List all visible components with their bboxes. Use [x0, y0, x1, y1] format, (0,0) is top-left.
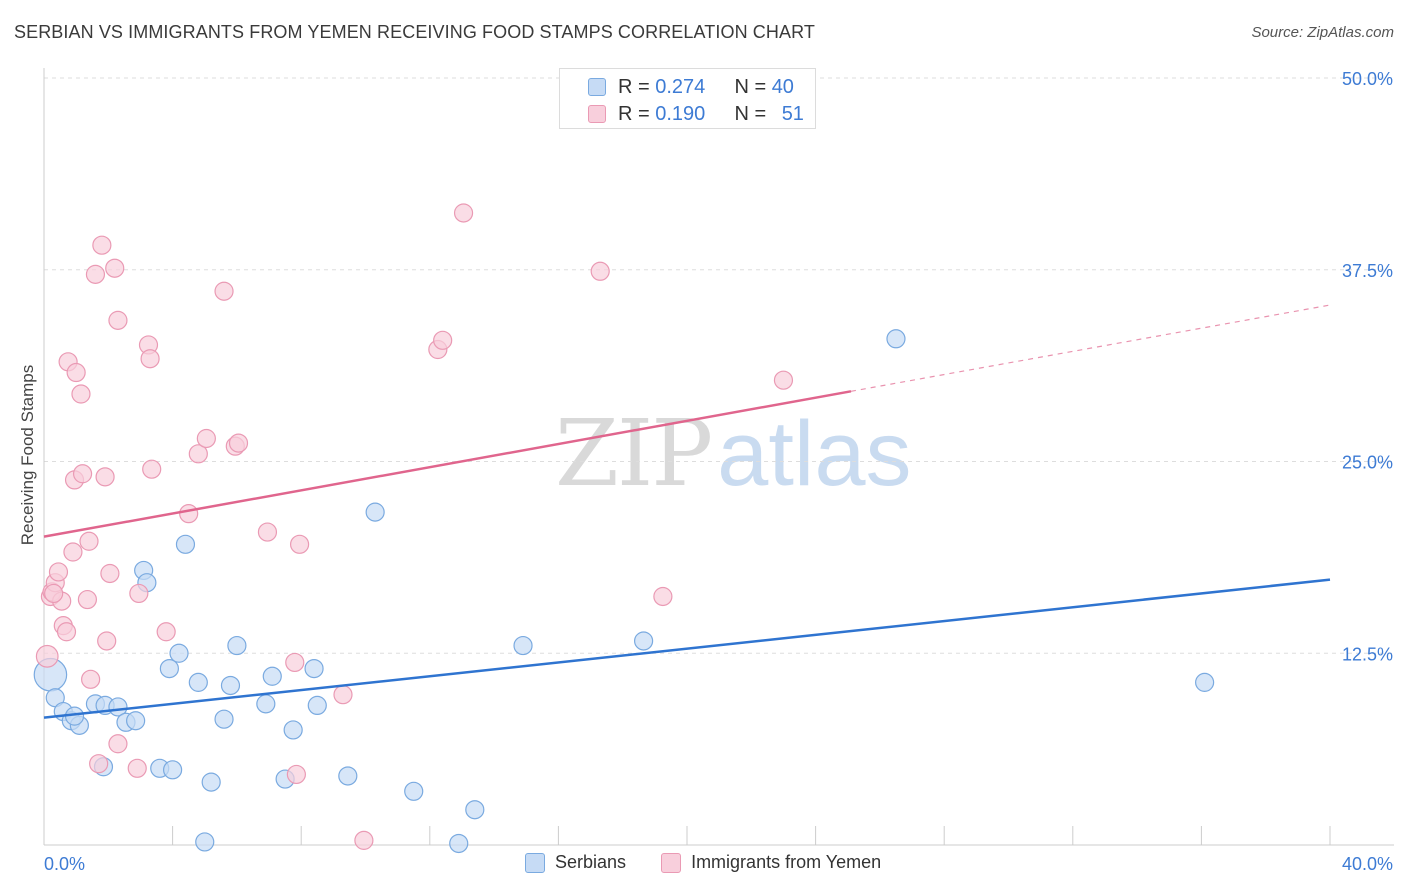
serbian-point	[163, 760, 183, 780]
yemen-point	[79, 531, 99, 551]
serbian-point	[365, 502, 385, 522]
yemen-point	[95, 467, 115, 487]
n-value-yemen: 51	[781, 103, 804, 125]
yemen-point	[333, 685, 353, 705]
watermark: ZIPatlas	[555, 400, 912, 507]
legend-serbians-label: Serbians	[555, 852, 627, 872]
yemen-point	[44, 583, 64, 604]
yemen-point	[81, 669, 101, 689]
r-label: R =	[618, 103, 656, 125]
legend-item-serbians: Serbians	[525, 852, 626, 873]
yemen-point	[63, 542, 83, 562]
yemen-point	[140, 349, 160, 369]
serbian-point	[513, 635, 533, 656]
y-tick-label: 50.0%	[1342, 69, 1393, 89]
serbian-point	[404, 781, 424, 801]
r-label: R =	[618, 76, 656, 98]
series-legend: Serbians Immigrants from Yemen	[525, 852, 911, 873]
serbian-point	[465, 800, 485, 820]
yemen-point	[653, 586, 673, 607]
serbians-legend-swatch	[525, 853, 545, 873]
n-value-serbians: 40	[771, 76, 794, 98]
r-value-yemen: 0.190	[655, 103, 706, 125]
yemen-point	[48, 562, 69, 582]
y-tick-label: 37.5%	[1342, 261, 1393, 281]
yemen-point	[92, 235, 112, 255]
yemen-point	[214, 281, 234, 301]
serbian-trend-line	[43, 578, 1331, 719]
serbian-point	[1195, 672, 1215, 692]
serbian-point	[169, 643, 189, 663]
serbian-point	[283, 720, 303, 740]
yemen-point	[105, 258, 125, 278]
serbian-point	[886, 329, 906, 349]
yemen-point	[72, 464, 93, 484]
yemen-point	[89, 754, 109, 774]
yemen-trend-extension	[850, 304, 1331, 392]
serbian-point	[262, 666, 282, 686]
serbian-point	[307, 695, 327, 716]
yemen-point	[71, 384, 91, 404]
yemen-point	[127, 758, 147, 778]
n-label: N =	[734, 76, 772, 98]
yemen-point	[77, 589, 98, 610]
yemen-point	[289, 534, 310, 554]
yemen-point	[66, 362, 86, 383]
yemen-point	[56, 622, 77, 642]
watermark-zip: ZIP	[555, 400, 713, 507]
yemen-point	[35, 644, 59, 668]
yemen-point	[156, 622, 176, 642]
source-label: Source: ZipAtlas.com	[1251, 24, 1394, 41]
serbian-point	[188, 672, 208, 692]
yemen-point	[196, 428, 216, 449]
yemen-point	[129, 583, 149, 604]
legend-item-yemen: Immigrants from Yemen	[661, 852, 881, 873]
yemen-point	[257, 522, 278, 542]
yemen-point	[354, 830, 374, 850]
serbian-point	[338, 766, 358, 786]
yemen-point	[85, 264, 106, 284]
serbian-point	[220, 675, 241, 696]
serbian-point	[214, 709, 234, 729]
serbian-point	[256, 694, 276, 714]
correlation-legend: R = 0.274 N = 40 R = 0.190 N = 51	[559, 68, 816, 129]
yemen-trend-line	[43, 390, 852, 538]
serbian-point	[227, 635, 247, 656]
y-tick-label: 25.0%	[1342, 453, 1393, 473]
serbian-point	[159, 658, 179, 679]
yemen-point	[179, 504, 199, 524]
yemen-point	[142, 459, 162, 479]
watermark-atlas: atlas	[717, 403, 912, 505]
yemen-point	[433, 330, 453, 350]
yemen-point	[188, 444, 208, 464]
legend-yemen-label: Immigrants from Yemen	[691, 852, 882, 872]
yemen-point	[97, 631, 117, 651]
yemen-point	[108, 310, 128, 330]
yemen-point	[286, 764, 306, 785]
serbian-point	[126, 711, 146, 731]
serbian-point	[449, 833, 469, 854]
chart-title: SERBIAN VS IMMIGRANTS FROM YEMEN RECEIVI…	[14, 22, 815, 42]
yemen-point	[228, 433, 249, 453]
yemen-point	[100, 563, 120, 584]
serbian-point	[175, 534, 196, 554]
serbian-point	[304, 658, 324, 679]
y-tick-label: 12.5%	[1342, 644, 1393, 664]
x-tick-label: 40.0%	[1342, 854, 1393, 874]
x-tick-label: 0.0%	[44, 854, 85, 874]
yemen-point	[108, 734, 128, 754]
serbians-swatch	[588, 78, 606, 96]
yemen-point	[285, 652, 305, 673]
serbian-point	[201, 772, 221, 792]
yemen-point	[453, 203, 474, 223]
n-label: N =	[734, 103, 772, 125]
r-value-serbians: 0.274	[655, 76, 706, 98]
serbian-point	[195, 832, 215, 852]
yemen-swatch	[588, 105, 606, 123]
serbian-point	[633, 631, 654, 651]
yemen-point	[590, 261, 610, 281]
yemen-point	[773, 370, 794, 390]
yemen-legend-swatch	[661, 853, 682, 873]
